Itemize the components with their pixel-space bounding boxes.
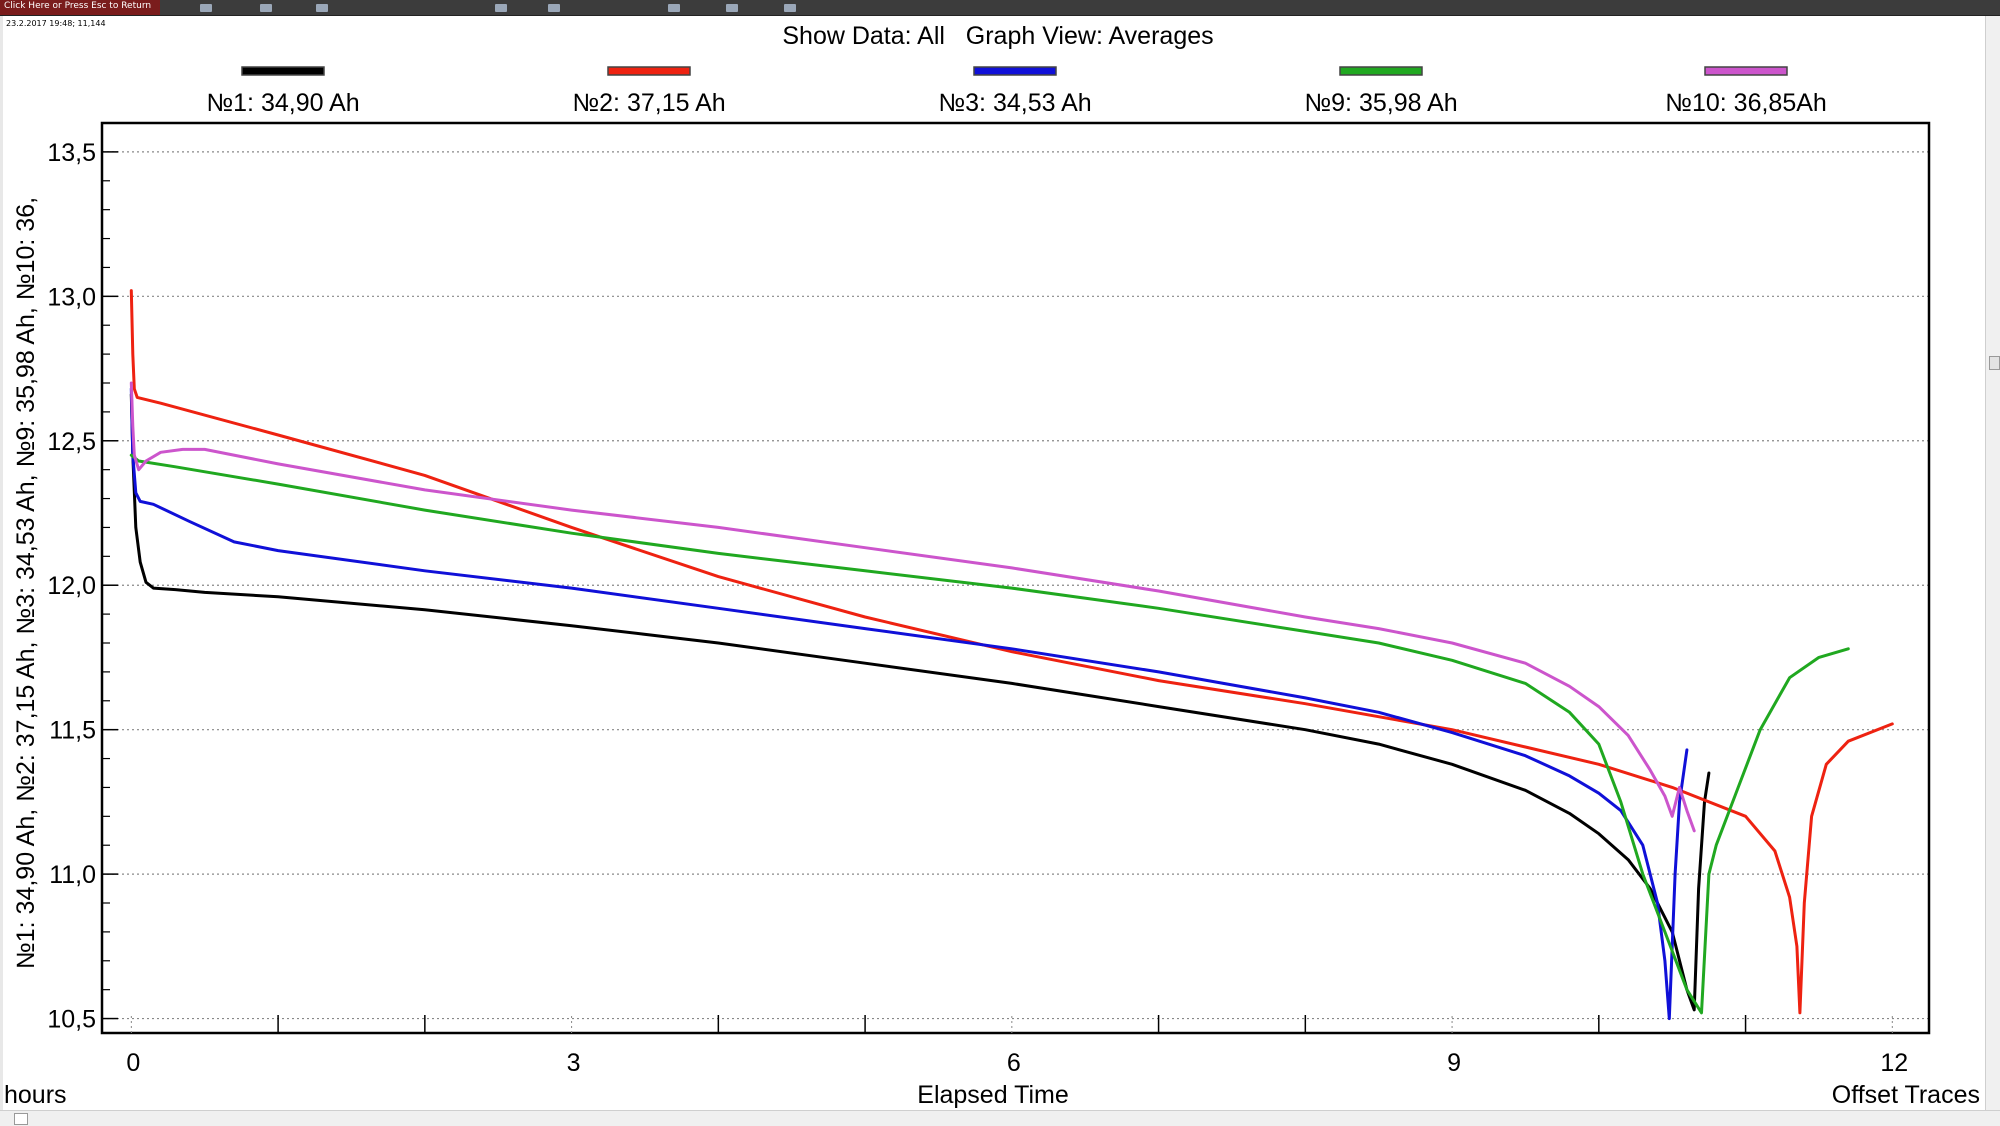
series-line xyxy=(129,387,1689,1021)
toolbar-icon[interactable] xyxy=(200,4,212,12)
series-line xyxy=(129,381,1696,833)
return-hint[interactable]: Click Here or Press Esc to Return xyxy=(4,1,152,11)
status-timestamp: 23.2.2017 19:48; 11,144 xyxy=(6,19,106,28)
y-tick-label: 11,0 xyxy=(49,861,96,889)
legend-swatch xyxy=(973,66,1057,76)
x-tick-label: 9 xyxy=(1447,1049,1461,1077)
x-axis: 0 3 6 9 12 xyxy=(126,1015,1908,1077)
y-tick-label: 10,5 xyxy=(47,1006,96,1034)
y-axis: 10,5 11,0 11,5 12,0 12,5 13,0 13,5 xyxy=(47,122,118,1034)
toolbar-icon[interactable] xyxy=(316,4,328,12)
x-tick-label: 3 xyxy=(567,1049,581,1077)
x-tick-label: 6 xyxy=(1007,1049,1021,1077)
offset-traces-label[interactable]: Offset Traces xyxy=(1832,1081,1980,1109)
legend-label: №2: 37,15 Ah xyxy=(572,89,725,117)
toolbar-icon[interactable] xyxy=(668,4,680,12)
scroll-button[interactable] xyxy=(14,1113,28,1125)
toolbar-icon[interactable] xyxy=(784,4,796,12)
toolbar-icon[interactable] xyxy=(548,4,560,12)
legend-swatch xyxy=(241,66,325,76)
y-tick-label: 12,0 xyxy=(47,572,96,600)
horizontal-scrollbar[interactable] xyxy=(0,1110,2000,1126)
series-lines xyxy=(129,289,1894,1021)
window-left-border xyxy=(0,16,3,1110)
x-tick-label: 12 xyxy=(1880,1049,1908,1077)
legend-swatch xyxy=(607,66,691,76)
legend: №1: 34,90 Ah №2: 37,15 Ah №3: 34,53 Ah №9: … xyxy=(206,66,1827,117)
x-tick-label: 0 xyxy=(126,1049,140,1077)
legend-label: №3: 34,53 Ah xyxy=(938,89,1091,117)
x-unit-label: hours xyxy=(4,1081,67,1109)
legend-label: №9: 35,98 Ah xyxy=(1304,89,1457,117)
legend-swatch xyxy=(1339,66,1423,76)
y-tick-label: 12,5 xyxy=(47,428,96,456)
toolbar-icon[interactable] xyxy=(495,4,507,12)
y-tick-label: 11,5 xyxy=(49,717,96,745)
return-button-area[interactable] xyxy=(0,0,160,15)
series-line xyxy=(129,393,1711,1012)
toolbar-icon[interactable] xyxy=(260,4,272,12)
y-tick-label: 13,5 xyxy=(47,139,96,167)
legend-label: №1: 34,90 Ah xyxy=(206,89,359,117)
scrollbar-thumb[interactable] xyxy=(1989,356,2000,370)
y-tick-label: 13,0 xyxy=(47,283,96,311)
legend-swatch xyxy=(1704,66,1788,76)
series-line xyxy=(129,453,1850,1015)
window-title-bar: Click Here or Press Esc to Return xyxy=(0,0,2000,16)
x-axis-label: Elapsed Time xyxy=(917,1081,1068,1109)
plot-frame xyxy=(100,121,1931,1035)
y-axis-label: №1: 34,90 Ah, №2: 37,15 Ah, №3: 34,53 Ah… xyxy=(12,197,40,969)
chart-title: Show Data: All Graph View: Averages xyxy=(782,22,1213,50)
legend-label: №10: 36,85Ah xyxy=(1665,89,1827,117)
toolbar-icon[interactable] xyxy=(726,4,738,12)
series-line xyxy=(129,289,1894,1015)
vertical-scrollbar[interactable] xyxy=(1985,16,2000,1113)
